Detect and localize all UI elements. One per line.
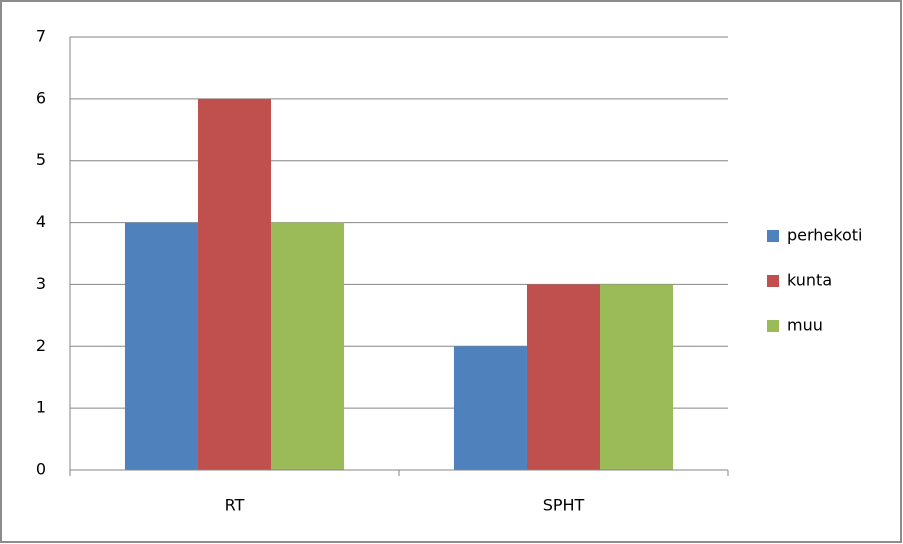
y-tick-label: 0 (36, 460, 46, 479)
bar (453, 346, 527, 470)
legend-label: kunta (787, 271, 832, 290)
legend-swatch (767, 275, 779, 287)
legend-swatch (767, 320, 779, 332)
bar (124, 222, 198, 470)
legend-swatch (767, 230, 779, 242)
bar (600, 284, 674, 470)
bar (197, 98, 272, 470)
y-tick-label: 2 (36, 336, 46, 355)
x-tick-label: RT (225, 496, 245, 515)
x-tick-label: SPHT (543, 496, 585, 515)
legend-label: perhekoti (787, 226, 862, 245)
legend-label: muu (787, 316, 823, 335)
bar (271, 222, 345, 470)
y-tick-label: 6 (36, 88, 46, 107)
y-tick-label: 1 (36, 398, 46, 417)
y-tick-label: 5 (36, 150, 46, 169)
bar (526, 284, 601, 470)
y-tick-label: 3 (36, 274, 46, 293)
y-tick-label: 7 (36, 27, 46, 46)
y-tick-label: 4 (36, 212, 46, 231)
